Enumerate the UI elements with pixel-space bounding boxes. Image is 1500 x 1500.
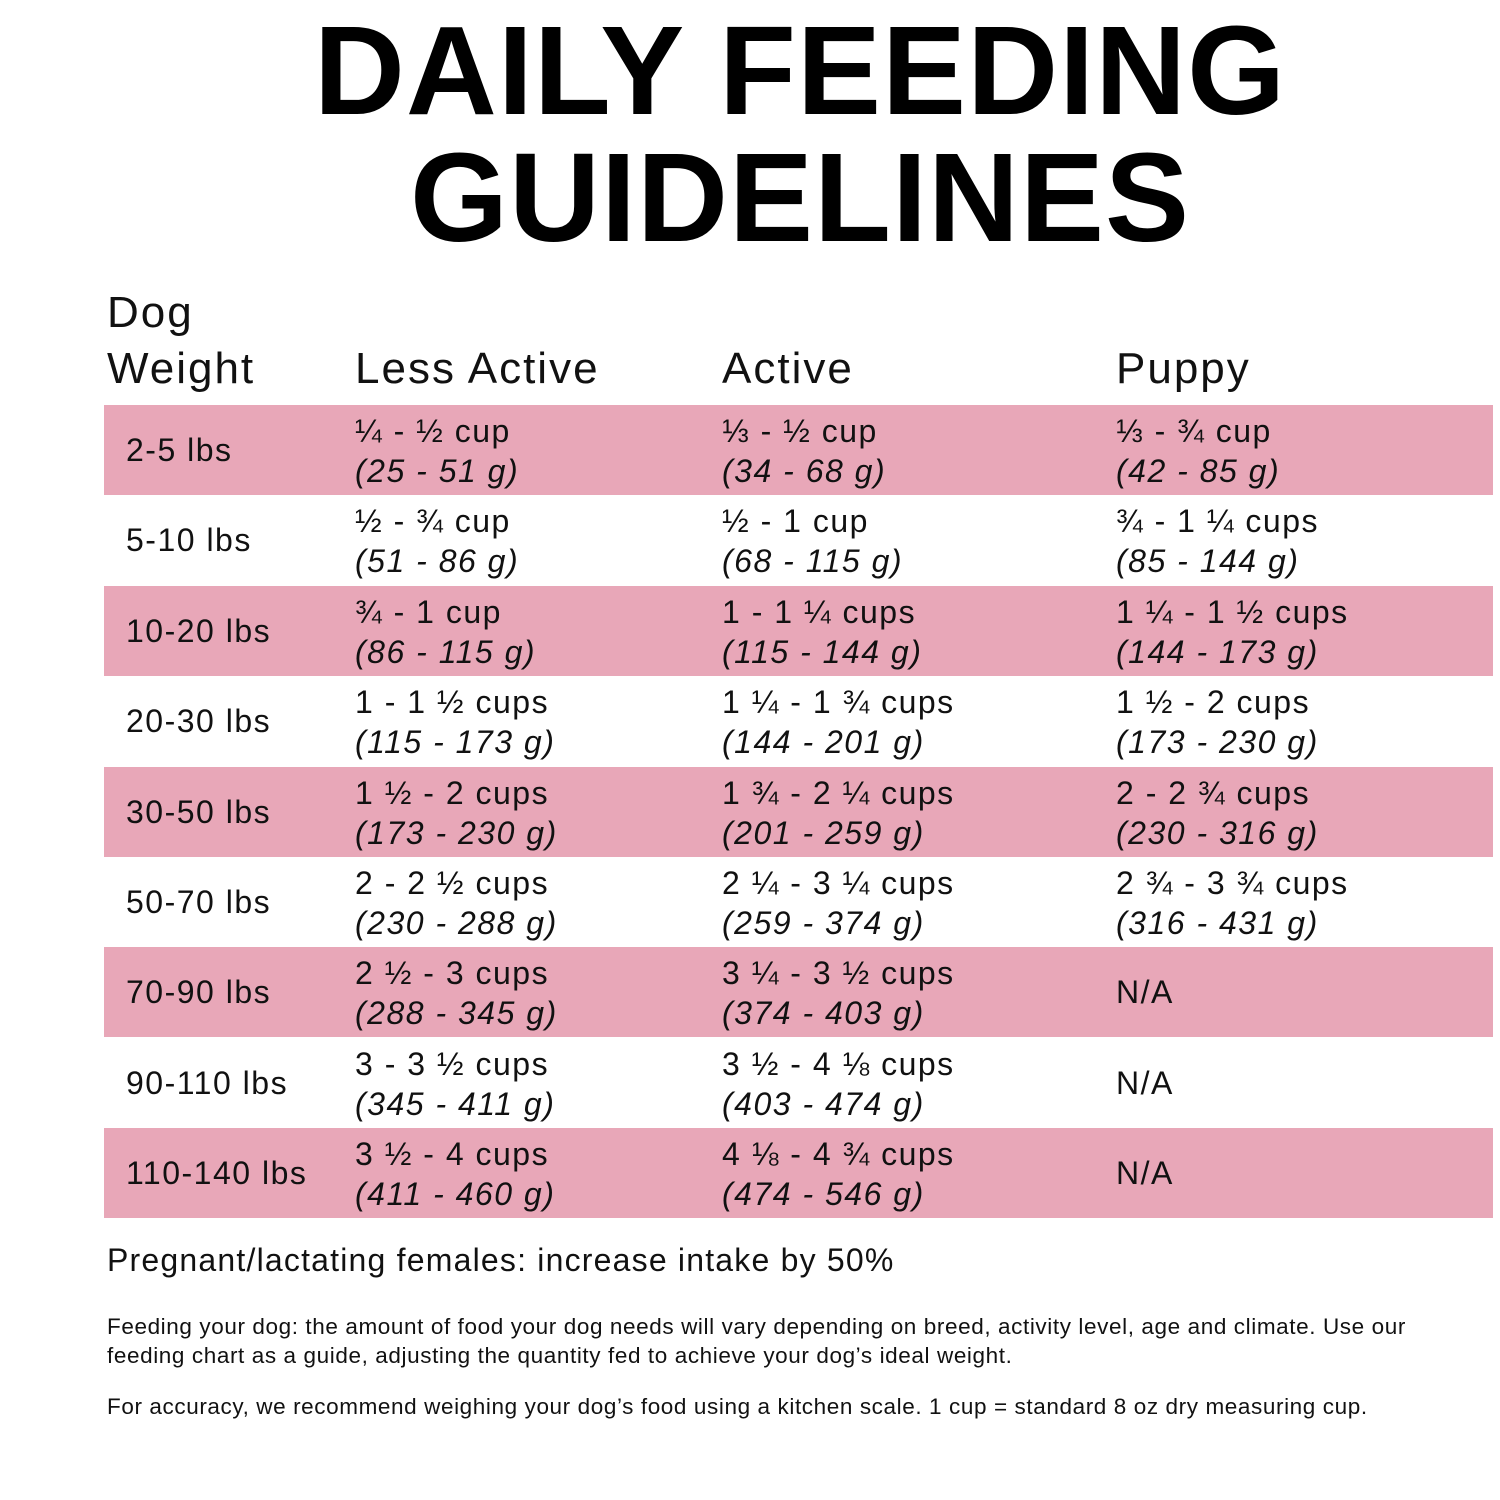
cups-text: N/A (1116, 974, 1174, 1011)
header-weight: Dog (107, 288, 194, 337)
grams-text: (42 - 85 g) (1116, 453, 1281, 489)
cups-text: 2 ¼ - 3 ¼ cups (722, 865, 955, 901)
cups-text: 3 ½ - 4 ⅛ cups (722, 1045, 955, 1082)
note-paragraph: Feeding your dog: the amount of food you… (107, 1314, 1406, 1368)
cups-text: 2 ½ - 3 cups (355, 955, 550, 992)
grams-text: (288 - 345 g) (355, 995, 558, 1032)
weight-cell: 30-50 lbs (126, 793, 272, 830)
cups-text: 4 ⅛ - 4 ¾ cups (722, 1136, 955, 1173)
grams-text: (25 - 51 g) (355, 453, 520, 489)
grams-text: (173 - 230 g) (1116, 724, 1319, 761)
cups-text: ¾ - 1 cup (355, 593, 502, 630)
grams-text: (115 - 144 g) (722, 633, 923, 670)
column-header: Less Active (355, 344, 600, 393)
grams-text: (403 - 474 g) (722, 1085, 925, 1122)
cups-text: ¾ - 1 ¼ cups (1116, 503, 1319, 540)
grams-text: (411 - 460 g) (355, 1176, 556, 1213)
cups-text: ⅓ - ¾ cup (1116, 413, 1272, 449)
grams-text: (173 - 230 g) (355, 814, 558, 851)
cups-text: 2 - 2 ½ cups (355, 865, 550, 901)
table-row: 70-90 lbs 2 ½ - 3 cups (288 - 345 g) 3 ¼ - … (104, 947, 1493, 1038)
column-header: Active (722, 344, 854, 393)
weight-cell: 50-70 lbs (126, 884, 272, 920)
cups-text: 1 ½ - 2 cups (1116, 684, 1311, 721)
cups-text: 2 - 2 ¾ cups (1116, 774, 1311, 811)
cups-text: 1 - 1 ½ cups (355, 684, 550, 721)
grams-text: (51 - 86 g) (355, 543, 520, 580)
cups-text: N/A (1116, 1064, 1174, 1101)
cups-text: 1 ¼ - 1 ¾ cups (722, 684, 955, 721)
cups-text: 3 ¼ - 3 ½ cups (722, 955, 955, 992)
cups-text: 3 ½ - 4 cups (355, 1136, 550, 1173)
grams-text: (144 - 201 g) (722, 724, 925, 761)
weight-cell: 5-10 lbs (126, 522, 252, 559)
grams-text: (345 - 411 g) (355, 1085, 556, 1122)
table-row: 2-5 lbs ¼ - ½ cup (25 - 51 g) ⅓ - ½ cup (34 … (104, 405, 1493, 495)
cups-text: 2 ¾ - 3 ¾ cups (1116, 865, 1349, 901)
grams-text: (34 - 68 g) (722, 453, 887, 489)
pregnant-note: Pregnant/lactating females: increase int… (107, 1242, 895, 1278)
cups-text: ½ - ¾ cup (355, 503, 511, 540)
header-weight: Weight (107, 344, 256, 393)
column-header: Puppy (1116, 344, 1251, 393)
grams-text: (115 - 173 g) (355, 724, 556, 761)
table-row: 10-20 lbs ¾ - 1 cup (86 - 115 g) 1 - 1 ¼ cu… (104, 585, 1493, 676)
title-line: DAILY FEEDING (313, 0, 1287, 141)
weight-cell: 90-110 lbs (126, 1064, 289, 1101)
table-row: 20-30 lbs 1 - 1 ½ cups (115 - 173 g) 1 ¼ - … (104, 676, 1493, 766)
weight-cell: 10-20 lbs (126, 612, 272, 649)
cups-text: 1 - 1 ¼ cups (722, 593, 917, 630)
note-paragraph: For accuracy, we recommend weighing your… (107, 1394, 1368, 1419)
weight-cell: 70-90 lbs (126, 974, 272, 1011)
grams-text: (144 - 173 g) (1116, 633, 1319, 670)
cups-text: N/A (1116, 1155, 1174, 1192)
table-row: 50-70 lbs 2 - 2 ½ cups (230 - 288 g) 2 ¼ - … (104, 857, 1493, 947)
table-row: 90-110 lbs 3 - 3 ½ cups (345 - 411 g) 3 ½ -… (104, 1038, 1493, 1128)
grams-text: (86 - 115 g) (355, 633, 537, 670)
weight-cell: 20-30 lbs (126, 703, 272, 740)
grams-text: (230 - 288 g) (355, 905, 558, 941)
grams-text: (230 - 316 g) (1116, 814, 1319, 851)
table-row: 5-10 lbs ½ - ¾ cup (51 - 86 g) ½ - 1 cup (68… (104, 495, 1493, 585)
cups-text: 3 - 3 ½ cups (355, 1045, 550, 1082)
table-row: 110-140 lbs 3 ½ - 4 cups (411 - 460 g) 4 ⅛ … (104, 1128, 1493, 1219)
table-row: 30-50 lbs 1 ½ - 2 cups (173 - 230 g) 1 ¾ - … (104, 766, 1493, 857)
grams-text: (85 - 144 g) (1116, 543, 1300, 580)
grams-text: (68 - 115 g) (722, 543, 904, 580)
cups-text: ⅓ - ½ cup (722, 413, 878, 449)
grams-text: (316 - 431 g) (1116, 905, 1319, 941)
cups-text: 1 ¼ - 1 ½ cups (1116, 593, 1349, 630)
cups-text: ¼ - ½ cup (355, 413, 511, 449)
cups-text: 1 ½ - 2 cups (355, 774, 550, 811)
grams-text: (201 - 259 g) (722, 814, 925, 851)
weight-cell: 2-5 lbs (126, 432, 233, 468)
grams-text: (474 - 546 g) (722, 1176, 925, 1213)
weight-cell: 110-140 lbs (126, 1155, 308, 1192)
cups-text: 1 ¾ - 2 ¼ cups (722, 774, 955, 811)
grams-text: (374 - 403 g) (722, 995, 925, 1032)
grams-text: (259 - 374 g) (722, 905, 925, 941)
cups-text: ½ - 1 cup (722, 503, 869, 540)
title-line: GUIDELINES (409, 127, 1191, 268)
